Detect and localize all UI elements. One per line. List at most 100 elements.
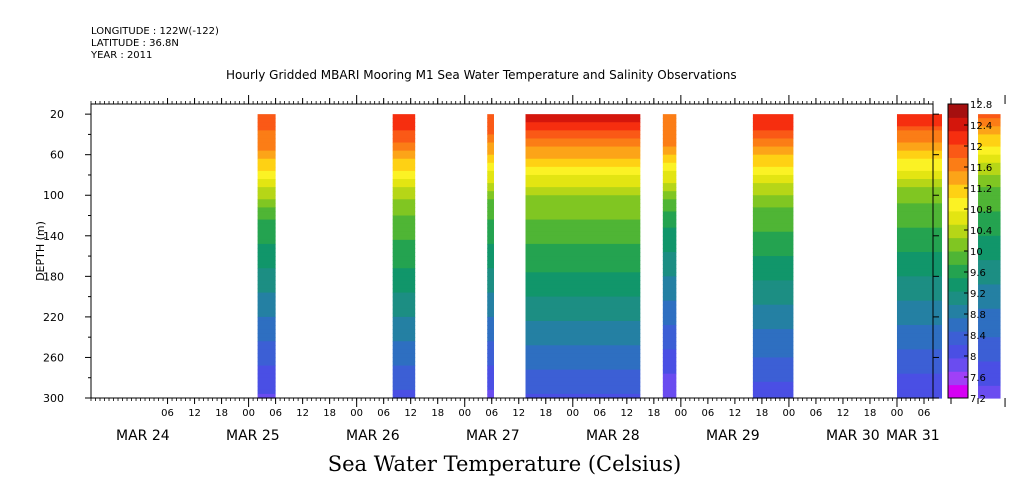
data-cell — [257, 325, 276, 330]
data-cell — [487, 329, 494, 334]
data-cell — [978, 264, 1001, 269]
data-cell — [896, 276, 943, 281]
data-cell — [978, 381, 1001, 387]
data-cell — [978, 239, 1001, 245]
data-cell — [752, 203, 794, 209]
data-cell — [978, 118, 1001, 123]
colorbar-swatch — [948, 357, 968, 372]
data-cell — [392, 243, 416, 249]
data-cell — [392, 183, 416, 188]
data-cell — [392, 365, 416, 371]
data-cell — [525, 296, 641, 302]
data-cell — [978, 195, 1001, 200]
chart-title: Hourly Gridded MBARI Mooring M1 Sea Wate… — [226, 68, 737, 82]
data-cell — [487, 114, 494, 119]
data-cell — [752, 199, 794, 204]
colorbar-label: 7.6 — [970, 373, 986, 384]
data-cell — [487, 223, 494, 229]
data-cell — [978, 207, 1001, 213]
data-cell — [525, 122, 641, 127]
data-cell — [752, 312, 794, 318]
x-tick-label: 12 — [296, 408, 309, 419]
data-cell — [752, 256, 794, 261]
data-cell — [662, 219, 677, 225]
data-cell — [487, 227, 494, 233]
data-cell — [525, 304, 641, 310]
data-cell — [662, 239, 677, 245]
data-cell — [257, 142, 276, 148]
data-cell — [978, 361, 1001, 367]
data-cell — [662, 162, 677, 168]
data-cell — [978, 150, 1001, 156]
data-cell — [487, 284, 494, 290]
data-cell — [257, 126, 276, 131]
data-cell — [525, 337, 641, 342]
data-cell — [978, 166, 1001, 172]
y-tick-label: 180 — [43, 270, 64, 283]
data-cell — [257, 357, 276, 363]
data-cell — [896, 357, 943, 363]
data-cell — [392, 227, 416, 233]
data-cell — [896, 122, 943, 127]
x-day-label: MAR 27 — [466, 428, 520, 444]
data-cell — [257, 158, 276, 164]
data-cell — [752, 260, 794, 265]
data-cell — [257, 122, 276, 127]
data-cell — [662, 288, 677, 294]
data-cell — [257, 252, 276, 257]
data-cell — [392, 377, 416, 383]
data-cell — [525, 231, 641, 237]
data-cell — [487, 341, 494, 346]
data-cell — [392, 325, 416, 330]
data-cell — [257, 154, 276, 160]
data-cell — [487, 288, 494, 294]
data-cell — [487, 166, 494, 172]
data-cell — [257, 341, 276, 346]
data-cell — [752, 154, 794, 160]
data-cell — [752, 207, 794, 213]
colorbar-swatch — [948, 277, 968, 292]
data-cell — [752, 138, 794, 144]
data-cell — [392, 122, 416, 127]
data-cell — [392, 126, 416, 131]
y-tick-label: 100 — [43, 189, 64, 202]
data-cell — [525, 373, 641, 379]
x-tick-label: 00 — [566, 408, 579, 419]
data-cell — [487, 247, 494, 253]
data-cell — [257, 385, 276, 391]
data-cell — [487, 345, 494, 350]
data-cell — [392, 150, 416, 156]
data-cell — [487, 320, 494, 326]
data-cell — [752, 264, 794, 269]
data-cell — [487, 296, 494, 302]
data-cell — [257, 223, 276, 229]
colorbar-swatch — [948, 184, 968, 199]
data-cell — [392, 256, 416, 261]
x-tick-label: 18 — [864, 408, 877, 419]
data-cell — [487, 174, 494, 180]
data-cell — [525, 179, 641, 184]
data-cell — [257, 166, 276, 172]
data-cell — [752, 134, 794, 140]
data-cell — [978, 357, 1001, 363]
data-cell — [487, 122, 494, 127]
y-tick-label: 140 — [43, 230, 64, 243]
data-cell — [978, 284, 1001, 290]
data-cell — [978, 316, 1001, 322]
data-cell — [487, 252, 494, 257]
data-cell — [525, 365, 641, 371]
data-cell — [978, 243, 1001, 249]
data-cell — [896, 329, 943, 334]
data-cell — [487, 130, 494, 136]
x-tick-label: 00 — [350, 408, 363, 419]
data-cell — [662, 134, 677, 140]
data-cell — [487, 207, 494, 213]
colorbar-label: 9.2 — [970, 289, 986, 300]
data-cell — [487, 134, 494, 140]
data-cell — [487, 187, 494, 192]
data-block — [662, 114, 677, 399]
data-cell — [392, 170, 416, 176]
data-cell — [662, 154, 677, 160]
data-cell — [896, 389, 943, 395]
colorbar-label: 11.6 — [970, 163, 992, 174]
